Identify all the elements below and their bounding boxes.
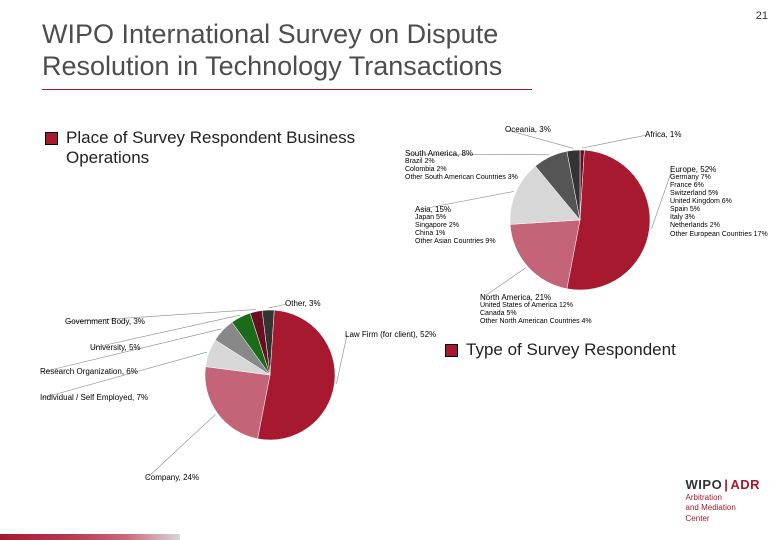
pie-label: South America, 8%Brazil 2%Colombia 2%Oth… [405, 149, 518, 182]
footer-accent-bar [0, 534, 180, 540]
title-underline [42, 89, 532, 90]
logo-adr-text: ADR [730, 477, 760, 492]
pie-label: Asia, 15%Japan 5%Singapore 2%China 1%Oth… [415, 205, 496, 246]
pie-label: Research Organization, 6% [40, 367, 138, 376]
pie-label: Government Body, 3% [65, 317, 145, 326]
wipo-adr-logo: WIPO|ADR Arbitration and Mediation Cente… [686, 477, 760, 524]
chart-place-of-operations: Africa, 1%Europe, 52%Germany 7%France 6%… [400, 125, 760, 325]
logo-sub3: Center [686, 515, 760, 524]
pie-label: Oceania, 3% [505, 125, 551, 134]
logo-sub2: and Mediation [686, 504, 760, 513]
pie-label: Europe, 52%Germany 7%France 6%Switzerlan… [670, 165, 768, 239]
pie-label: Africa, 1% [645, 130, 681, 139]
pie-label: Other, 3% [285, 299, 321, 308]
pie-label: North America, 21%United States of Ameri… [480, 293, 592, 326]
section2-heading: Type of Survey Respondent [445, 340, 676, 360]
leader-line [651, 170, 672, 229]
leader-line [336, 335, 347, 384]
section1-text: Place of Survey Respondent Business Oper… [66, 128, 365, 168]
page-number: 21 [756, 10, 768, 22]
bullet-icon [45, 132, 58, 145]
section2-text: Type of Survey Respondent [466, 340, 676, 360]
chart-type-of-respondent: Other, 3% Law Firm (for client), 52% Compa… [40, 295, 450, 505]
leader-line [147, 414, 216, 478]
pie-label: Individual / Self Employed, 7% [40, 393, 148, 402]
pie-label: Law Firm (for client), 52% [345, 330, 436, 339]
pie-label: University, 5% [90, 343, 141, 352]
section1-heading: Place of Survey Respondent Business Oper… [45, 128, 365, 168]
pie-label: Company, 24% [145, 473, 199, 482]
logo-wipo-text: WIPO [686, 477, 723, 492]
logo-main: WIPO|ADR [686, 477, 760, 492]
leader-line [582, 135, 647, 148]
logo-sub1: Arbitration [686, 494, 760, 503]
page-title: WIPO International Survey on Dispute Res… [42, 18, 562, 83]
